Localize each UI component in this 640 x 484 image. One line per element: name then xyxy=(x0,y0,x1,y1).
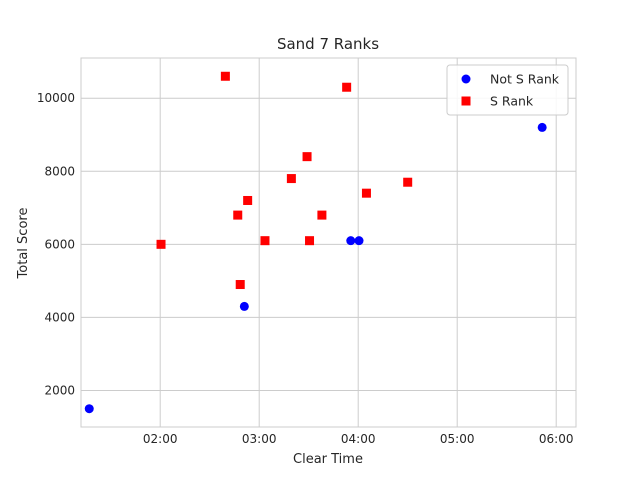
s-rank-point xyxy=(361,188,371,198)
not-s-rank-point xyxy=(354,236,364,246)
tick-labels: 02:00 03:00 04:00 05:00 06:00 2000 4000 6000 800… xyxy=(37,91,574,446)
s-rank-point xyxy=(243,195,253,205)
x-tick-label: 05:00 xyxy=(440,432,475,446)
x-tick-label: 02:00 xyxy=(143,432,178,446)
legend-square-marker xyxy=(461,96,471,106)
x-axis-label: Clear Time xyxy=(293,452,363,467)
x-tick-label: 03:00 xyxy=(242,432,277,446)
chart-title: Sand 7 Ranks xyxy=(277,35,379,53)
s-rank-point xyxy=(317,210,327,220)
y-tick-label: 10000 xyxy=(37,91,75,105)
s-rank-point xyxy=(286,174,296,184)
legend: Not S Rank S Rank xyxy=(446,64,569,116)
y-tick-label: 2000 xyxy=(44,383,75,397)
y-tick-label: 8000 xyxy=(44,164,75,178)
legend-label: Not S Rank xyxy=(490,72,560,87)
legend-circle-marker xyxy=(461,74,471,84)
s-rank-point xyxy=(235,280,245,290)
not-s-rank-point xyxy=(239,301,249,311)
s-rank-point xyxy=(302,152,312,162)
y-axis-label: Total Score xyxy=(16,208,31,280)
x-tick-label: 06:00 xyxy=(539,432,574,446)
not-s-rank-point xyxy=(346,236,356,246)
legend-label: S Rank xyxy=(490,94,534,109)
s-rank-point xyxy=(156,239,166,249)
legend-entry: Not S Rank xyxy=(461,72,560,87)
not-s-rank-point xyxy=(537,122,547,132)
y-tick-label: 4000 xyxy=(44,310,75,324)
legend-box xyxy=(446,64,569,116)
y-tick-label: 6000 xyxy=(44,237,75,251)
s-rank-point xyxy=(233,210,243,220)
s-rank-point xyxy=(220,71,230,81)
data-points xyxy=(84,71,547,414)
not-s-rank-point xyxy=(84,404,94,414)
legend-entry: S Rank xyxy=(461,94,534,109)
s-rank-point xyxy=(260,236,270,246)
s-rank-point xyxy=(305,236,315,246)
s-rank-point xyxy=(403,177,413,187)
plot-frame xyxy=(80,57,577,428)
x-tick-label: 04:00 xyxy=(341,432,376,446)
s-rank-point xyxy=(342,82,352,92)
